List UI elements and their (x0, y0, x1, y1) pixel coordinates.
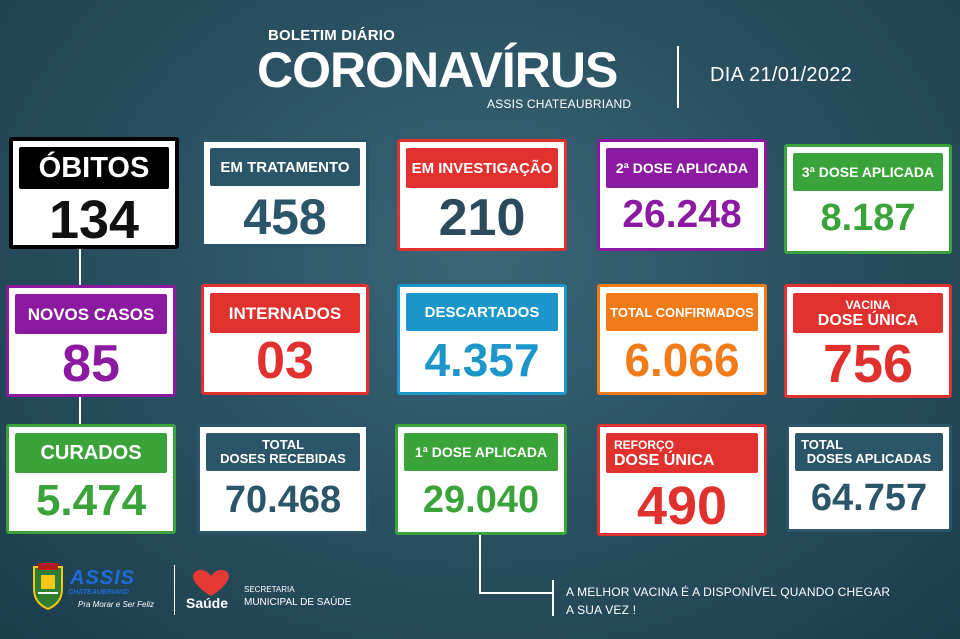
card-primeira-dose: 1ª DOSE APLICADA 29.040 (395, 424, 567, 535)
card-vacina-dose-unica: VACINA DOSE ÚNICA 756 (784, 284, 952, 398)
card-value: 64.757 (810, 477, 928, 519)
card-value: 70.468 (224, 479, 342, 521)
card-value: 458 (243, 189, 327, 245)
card-label: EM INVESTIGAÇÃO (406, 148, 558, 188)
card-label: INTERNADOS (210, 293, 360, 333)
card-value: 03 (256, 332, 314, 390)
card-descartados: DESCARTADOS 4.357 (397, 284, 567, 395)
card-value: 6.066 (624, 334, 740, 386)
card-em-tratamento: EM TRATAMENTO 458 (201, 139, 369, 247)
card-value: 8.187 (820, 197, 916, 239)
connector-line (479, 592, 552, 594)
footer-divider (174, 565, 175, 615)
label-line-1: REFORÇO (614, 438, 674, 452)
label-line-1: TOTAL (801, 437, 844, 452)
card-label: 2ª DOSE APLICADA (606, 148, 758, 188)
card-terceira-dose: 3ª DOSE APLICADA 8.187 (784, 144, 952, 254)
connector-line (79, 249, 81, 285)
card-value: 490 (636, 476, 728, 536)
label-line-2: DOSE ÚNICA (817, 312, 919, 329)
assis-coat-of-arms-icon (28, 563, 68, 616)
card-obitos: ÓBITOS 134 (9, 137, 179, 249)
card-em-investigacao: EM INVESTIGAÇÃO 210 (397, 139, 567, 251)
label-line-2: DOSES APLICADAS (806, 451, 932, 466)
card-segunda-dose: 2ª DOSE APLICADA 26.248 (597, 139, 767, 251)
card-internados: INTERNADOS 03 (201, 284, 369, 395)
card-label: NOVOS CASOS (15, 294, 167, 334)
card-value: 4.357 (424, 334, 540, 386)
secretaria-name: MUNICIPAL DE SAÚDE (244, 597, 352, 608)
card-total-doses-recebidas: TOTAL DOSES RECEBIDAS 70.468 (197, 424, 369, 534)
saude-logo-text: Saúde (186, 595, 229, 611)
connector-line (552, 580, 554, 616)
footer-message-line-1: A MELHOR VACINA É A DISPONÍVEL QUANDO CH… (566, 585, 891, 599)
card-label: VACINA DOSE ÚNICA (793, 293, 943, 333)
card-value: 85 (62, 335, 120, 393)
card-label: CURADOS (15, 433, 167, 473)
card-label: TOTAL DOSES APLICADAS (795, 433, 943, 471)
assis-logo-subtext: CHATEAUBRIAND (68, 589, 129, 596)
card-label: REFORÇO DOSE ÚNICA (606, 433, 758, 473)
label-line-2: DOSES RECEBIDAS (220, 451, 346, 466)
footer-message: A MELHOR VACINA É A DISPONÍVEL QUANDO CH… (566, 583, 890, 619)
card-value: 134 (48, 190, 140, 250)
card-label: 1ª DOSE APLICADA (404, 433, 558, 471)
connector-line (79, 397, 81, 425)
card-total-confirmados: TOTAL CONFIRMADOS 6.066 (597, 284, 767, 395)
card-reforco-dose-unica: REFORÇO DOSE ÚNICA 490 (597, 424, 767, 536)
card-value: 5.474 (35, 476, 147, 525)
card-value: 29.040 (422, 479, 540, 521)
assis-slogan: Pra Morar e Ser Feliz (78, 600, 155, 609)
bulletin-subtitle: BOLETIM DIÁRIO (268, 27, 395, 44)
page-title: CORONAVÍRUS (257, 42, 618, 98)
bulletin-date: DIA 21/01/2022 (710, 64, 853, 86)
card-total-doses-aplicadas: TOTAL DOSES APLICADAS 64.757 (786, 424, 952, 532)
card-label: TOTAL DOSES RECEBIDAS (206, 433, 360, 471)
card-label: ÓBITOS (19, 147, 169, 189)
header-divider (677, 46, 679, 108)
assis-logo-text: ASSIS (70, 567, 136, 589)
card-label: 3ª DOSE APLICADA (793, 153, 943, 191)
footer-message-line-2: A SUA VEZ ! (566, 603, 637, 617)
card-curados: CURADOS 5.474 (6, 424, 176, 534)
card-label: DESCARTADOS (406, 293, 558, 331)
card-value: 26.248 (622, 193, 742, 236)
card-novos-casos: NOVOS CASOS 85 (6, 285, 176, 397)
label-line-2: DOSE ÚNICA (614, 452, 715, 469)
label-line-1: VACINA (845, 298, 891, 312)
card-label: TOTAL CONFIRMADOS (606, 293, 758, 331)
secretaria-label: SECRETARIA (244, 585, 295, 594)
heart-icon (183, 568, 239, 603)
city-name: ASSIS CHATEAUBRIAND (487, 97, 632, 111)
card-value: 756 (822, 334, 914, 394)
label-line-1: TOTAL (261, 437, 305, 452)
card-label: EM TRATAMENTO (210, 148, 360, 186)
connector-line (479, 535, 481, 593)
card-value: 210 (438, 189, 526, 247)
